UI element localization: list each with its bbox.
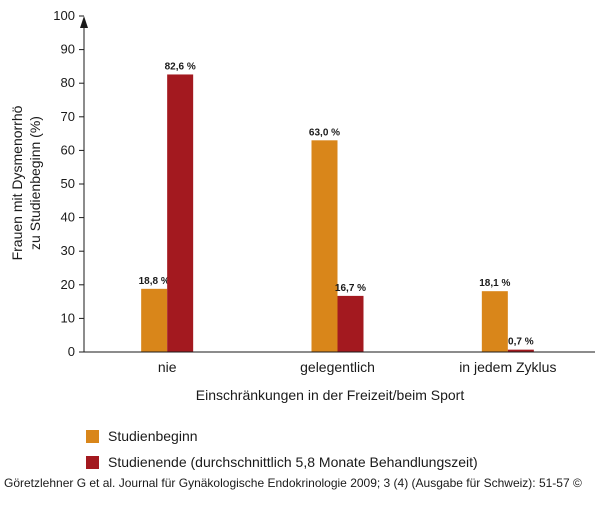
legend-label-studienbeginn: Studienbeginn <box>108 428 198 444</box>
y-tick-label: 90 <box>61 42 75 57</box>
legend-label-studienende: Studienende (durchschnittlich 5,8 Monate… <box>108 454 478 470</box>
legend-item-studienbeginn: Studienbeginn <box>86 424 478 448</box>
y-tick-label: 50 <box>61 176 75 191</box>
bars: 18,8 % 82,6 % 63,0 % 16,7 % 18,1 % 0,7 % <box>139 61 534 353</box>
x-axis-title: Einschränkungen in der Freizeit/beim Spo… <box>196 387 465 403</box>
bar-value-label: 16,7 % <box>335 283 366 294</box>
bar-studienbeginn-0 <box>141 288 168 352</box>
category-label: gelegentlich <box>300 359 375 375</box>
citation: Göretzlehner G et al. Journal für Gynäko… <box>4 476 582 490</box>
legend-item-studienende: Studienende (durchschnittlich 5,8 Monate… <box>86 450 478 474</box>
y-tick-label: 10 <box>61 310 75 325</box>
legend-swatch-studienbeginn <box>86 429 99 443</box>
bar-value-label: 82,6 % <box>165 61 196 72</box>
legend: Studienbeginn Studienende (durchschnittl… <box>86 424 478 476</box>
bar-studienende-0 <box>167 74 194 353</box>
bar-studienende-2 <box>507 349 534 352</box>
legend-swatch-studienende <box>86 455 99 469</box>
bar-studienende-1 <box>337 295 364 352</box>
y-axis-arrow <box>80 16 88 28</box>
y-axis-ticks: 0 10 20 30 40 50 60 70 80 90 100 <box>53 8 84 359</box>
category-labels: nie gelegentlich in jedem Zyklus <box>158 359 557 375</box>
y-tick-label: 0 <box>68 344 75 359</box>
y-tick-label: 60 <box>61 142 75 157</box>
category-label: nie <box>158 359 177 375</box>
y-tick-label: 100 <box>53 8 75 23</box>
y-tick-label: 20 <box>61 277 75 292</box>
bar-chart: 0 10 20 30 40 50 60 70 80 90 100 18,8 % 82,6 % 63,0 … <box>9 8 595 403</box>
y-tick-label: 70 <box>61 109 75 124</box>
bar-studienbeginn-2 <box>481 291 508 352</box>
y-tick-label: 80 <box>61 75 75 90</box>
y-tick-label: 40 <box>61 210 75 225</box>
bar-value-label: 18,8 % <box>139 276 170 287</box>
y-tick-label: 30 <box>61 243 75 258</box>
y-axis-title-line2: zu Studienbeginn (%) <box>27 116 43 250</box>
category-label: in jedem Zyklus <box>459 359 556 375</box>
bar-value-label: 0,7 % <box>508 337 534 348</box>
bar-studienbeginn-1 <box>311 140 338 352</box>
bar-value-label: 18,1 % <box>479 278 510 289</box>
y-axis-title-line1: Frauen mit Dysmenorrhö <box>9 105 25 260</box>
bar-value-label: 63,0 % <box>309 127 340 138</box>
